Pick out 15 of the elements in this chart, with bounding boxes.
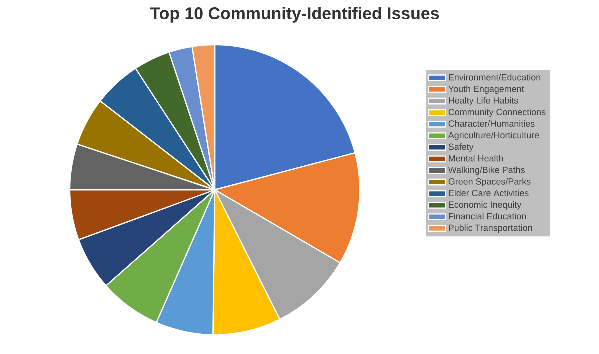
legend-label: Community Connections [448, 108, 546, 118]
legend-label: Walking/Bike Paths [448, 166, 525, 176]
legend-label: Green Spaces/Parks [448, 178, 531, 187]
chart-title: Top 10 Community-Identified Issues [150, 7, 440, 23]
legend-label: Economic Inequity [449, 201, 522, 210]
legend-label: Safety [448, 144, 474, 152]
legend-label: Environment/Education [449, 74, 541, 81]
legend-label: Youth Engagement [448, 86, 524, 94]
legend-label: Mental Health [449, 155, 504, 162]
legend-label: Financial Education [449, 213, 526, 220]
legend-label: Character/Humanities [448, 120, 535, 128]
legend-label: Elder Care Activities [449, 190, 529, 196]
legend-label: Agriculture/Horticulture [448, 132, 540, 140]
legend-label: Healty Life Habits [449, 97, 518, 106]
legend-label: Public Transportation [449, 224, 532, 233]
